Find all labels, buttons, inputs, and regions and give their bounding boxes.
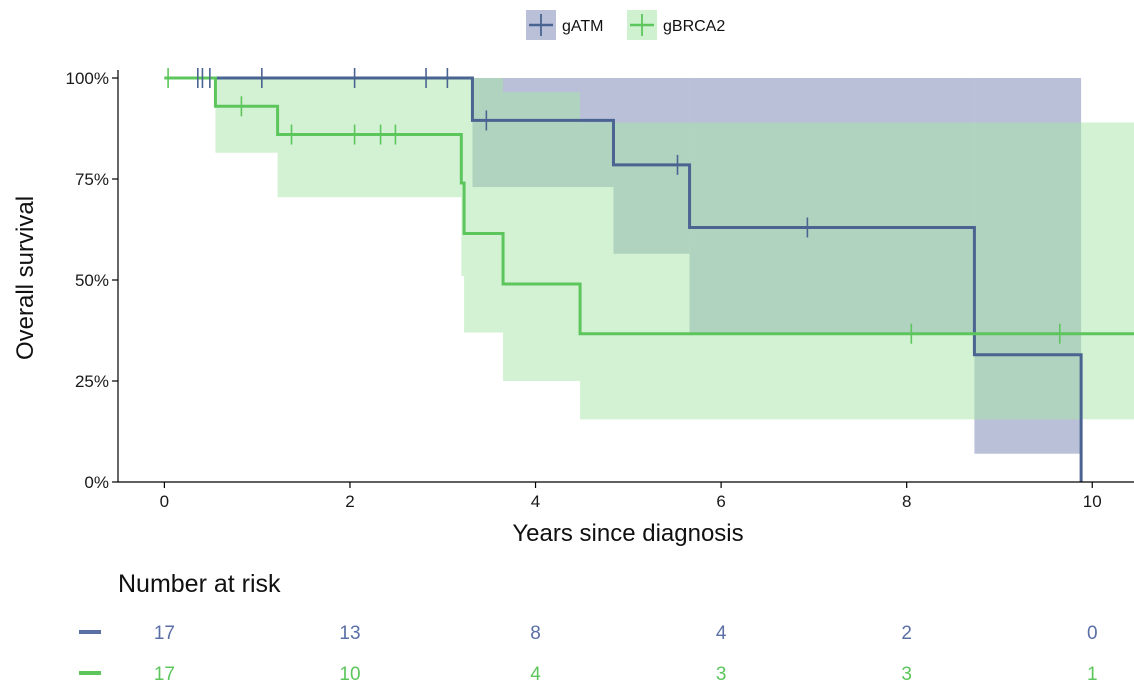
gbrca2-risk-count: 3 [716,664,727,685]
gbrca2-survival-line [164,76,1134,336]
gbrca2-confidence-band [580,122,1134,420]
censor-marks [167,68,1061,344]
gbrca2-confidence-band [277,78,462,198]
gbrca2-confidence-band [464,78,504,333]
gatm-risk-count: 0 [1087,623,1098,644]
y-tick-label: 50% [75,271,109,290]
gatm-risk-count: 2 [901,623,912,644]
x-tick-label: 6 [716,492,725,511]
gbrca2-risk-count: 17 [154,664,175,685]
axes [117,70,1134,483]
confidence-bands [215,78,1134,454]
gbrca2-risk-count: 1 [1087,664,1098,685]
x-tick-label: 8 [902,492,911,511]
x-tick-label: 0 [160,492,169,511]
x-axis-title: Years since diagnosis [512,520,743,547]
gbrca2-confidence-band [503,92,581,381]
gbrca2-risk-count: 10 [339,664,360,685]
gbrca2-risk-count: 4 [530,664,541,685]
y-axis-title: Overall survival [12,196,39,360]
y-tick-label: 100% [66,69,109,88]
gatm-risk-count: 4 [716,623,727,644]
gbrca2-confidence-band [215,78,278,153]
gbrca2-risk-count: 3 [901,664,912,685]
x-tick-label: 10 [1083,492,1102,511]
x-tick-label: 4 [531,492,540,511]
risk-table-title: Number at risk [118,570,281,598]
gatm-legend-label: gATM [562,18,603,35]
gatm-risk-count: 13 [339,623,360,644]
y-tick-label: 0% [84,473,109,492]
gatm-risk-count: 17 [154,623,175,644]
y-tick-label: 75% [75,170,109,189]
gbrca2-legend-label: gBRCA2 [663,18,725,35]
risk-table: Number at risk 17 13 8 4 2 0 17 10 4 3 3 1 [79,570,1098,685]
gatm-survival-line [164,76,1083,482]
y-tick-label: 25% [75,372,109,391]
y-ticks: 0% 25% 50% 75% 100% [66,69,118,492]
x-ticks: 0 2 4 6 8 10 [160,482,1102,511]
x-tick-label: 2 [345,492,354,511]
gatm-risk-count: 8 [530,623,541,644]
survival-curves [164,76,1134,482]
legend: gATM gBRCA2 [526,10,725,40]
